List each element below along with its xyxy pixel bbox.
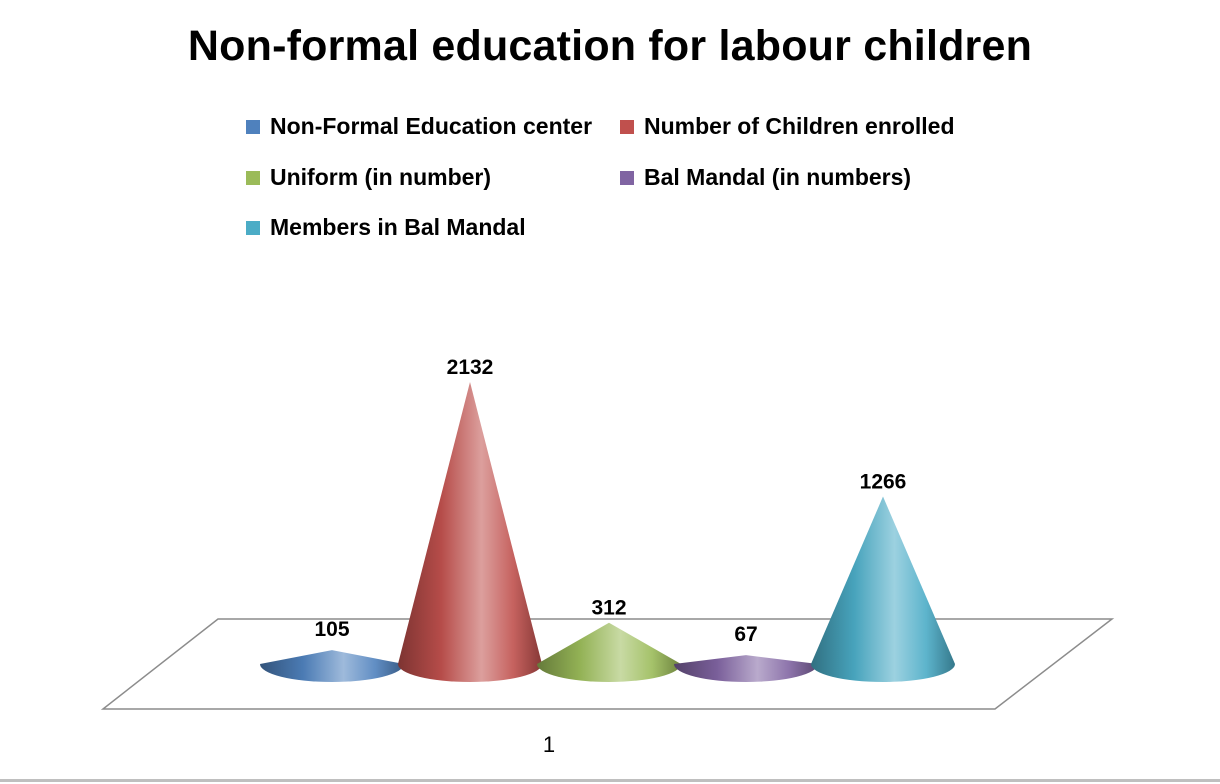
cone-group xyxy=(260,382,955,682)
legend-item-bal-mandal: Bal Mandal (in numbers) xyxy=(620,164,911,191)
data-label-3: 67 xyxy=(734,623,757,646)
legend-label: Number of Children enrolled xyxy=(644,113,955,139)
data-label-4: 1266 xyxy=(860,471,907,494)
data-label-group: 105 2132 312 67 1266 xyxy=(314,356,906,646)
legend-swatch xyxy=(246,170,260,185)
x-tick-label: 1 xyxy=(543,732,555,757)
cone-0 xyxy=(260,650,404,682)
legend-swatch xyxy=(620,170,634,185)
cone-2 xyxy=(537,622,681,682)
legend-label: Bal Mandal (in numbers) xyxy=(644,164,912,190)
cone-3 xyxy=(674,655,818,682)
chart-title: Non-formal education for labour children xyxy=(187,22,1033,70)
legend-label: Uniform (in number) xyxy=(270,164,492,190)
data-label-1: 2132 xyxy=(447,356,494,379)
legend-label: Non-Formal Education center xyxy=(270,113,593,139)
data-label-2: 312 xyxy=(591,597,626,620)
cone-4 xyxy=(811,496,955,682)
legend-swatch xyxy=(246,220,260,235)
legend-swatch xyxy=(246,119,260,134)
legend-item-members-bal-mandal: Members in Bal Mandal xyxy=(246,214,526,241)
legend-swatch xyxy=(620,119,634,134)
legend-item-uniform: Uniform (in number) xyxy=(246,164,491,191)
legend-item-non-formal-education-center: Non-Formal Education center xyxy=(246,113,592,140)
data-label-0: 105 xyxy=(314,618,349,641)
bottom-divider xyxy=(0,779,1220,782)
cone-1 xyxy=(398,382,542,682)
legend-label: Members in Bal Mandal xyxy=(270,214,526,240)
legend-item-children-enrolled: Number of Children enrolled xyxy=(620,113,955,140)
